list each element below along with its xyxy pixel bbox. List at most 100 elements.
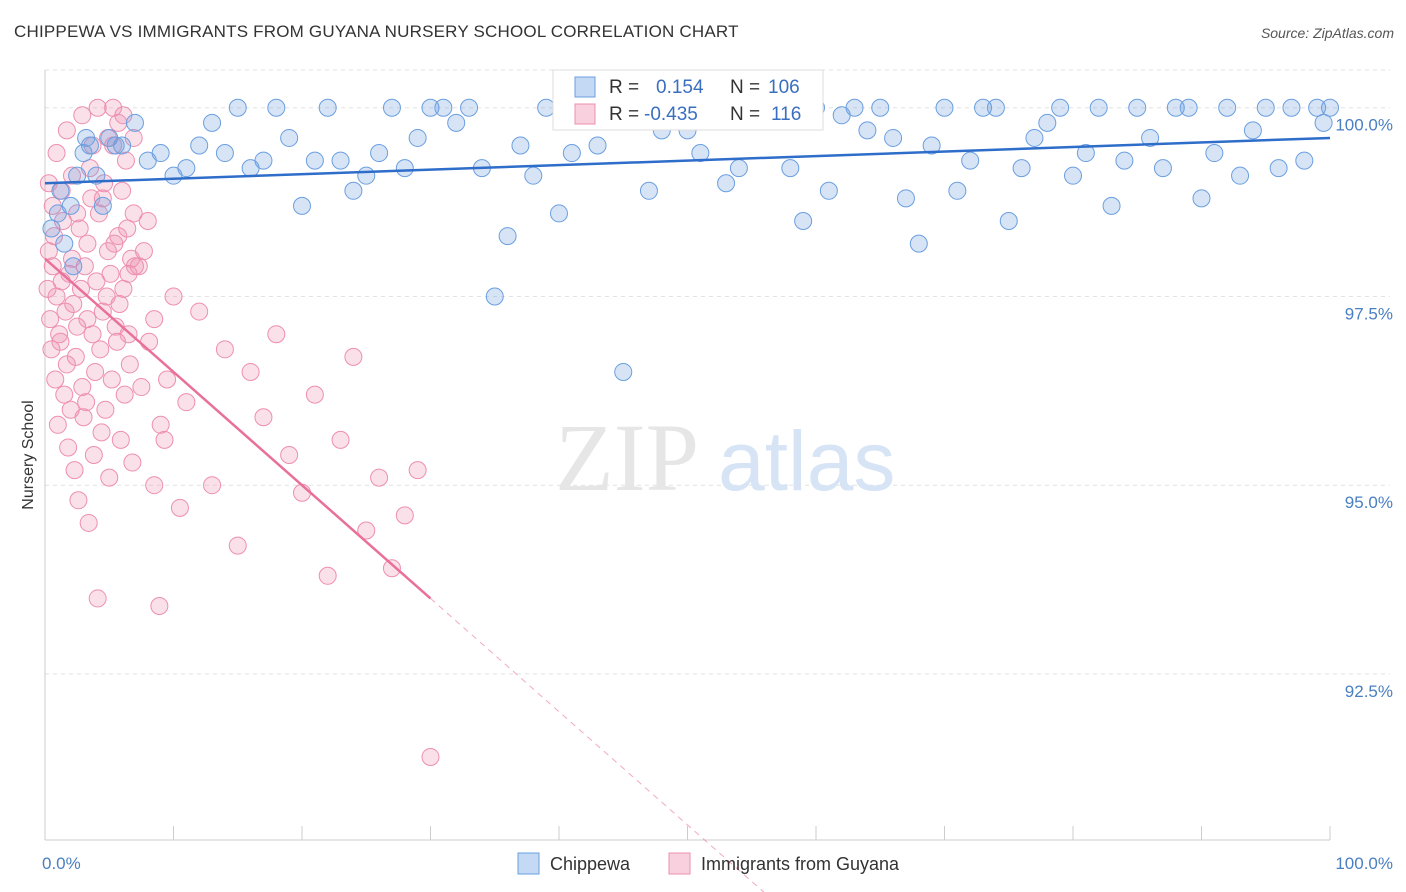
data-point-chippewa	[1012, 159, 1031, 178]
data-point-chippewa	[64, 257, 83, 276]
data-point-guyana	[395, 506, 414, 525]
data-point-chippewa	[871, 98, 890, 117]
data-point-guyana	[254, 408, 273, 427]
data-point-chippewa	[1256, 98, 1275, 117]
data-point-chippewa	[1064, 166, 1082, 185]
data-point-guyana	[46, 370, 65, 389]
data-point-chippewa	[1025, 128, 1044, 147]
data-point-chippewa	[267, 98, 286, 117]
data-point-guyana	[88, 98, 107, 117]
data-point-guyana	[42, 340, 61, 359]
y-tick-label: 100.0%	[1335, 116, 1393, 135]
legend-n-label-2: N =	[730, 104, 760, 125]
data-point-chippewa	[61, 196, 80, 215]
data-point-guyana	[64, 295, 83, 314]
data-point-chippewa	[421, 98, 440, 117]
data-point-guyana	[331, 430, 350, 449]
data-point-guyana	[123, 453, 142, 472]
data-point-chippewa	[318, 98, 337, 117]
data-point-guyana	[57, 355, 76, 374]
data-point-guyana	[66, 347, 85, 366]
data-point-chippewa	[1051, 98, 1070, 117]
data-point-guyana	[110, 295, 129, 314]
data-point-guyana	[87, 272, 106, 291]
data-point-chippewa	[485, 287, 504, 306]
data-point-chippewa	[1102, 196, 1121, 215]
data-point-chippewa	[986, 98, 1005, 117]
data-point-chippewa	[1115, 151, 1134, 170]
trend-lines	[44, 136, 1331, 892]
data-point-guyana	[150, 596, 169, 615]
data-point-chippewa	[1038, 113, 1057, 132]
data-point-guyana	[70, 219, 89, 238]
y-tick-label: 97.5%	[1345, 304, 1393, 323]
chart-title: CHIPPEWA VS IMMIGRANTS FROM GUYANA NURSE…	[14, 22, 739, 41]
data-point-chippewa	[1282, 98, 1301, 117]
data-point-guyana	[228, 536, 247, 555]
data-point-chippewa	[1089, 98, 1108, 117]
data-point-chippewa	[961, 151, 980, 170]
data-point-chippewa	[113, 136, 132, 155]
data-point-guyana	[86, 362, 105, 381]
data-point-guyana	[120, 355, 139, 374]
data-point-chippewa	[691, 144, 710, 163]
data-point-guyana	[145, 310, 164, 329]
data-point-guyana	[95, 174, 114, 193]
data-point-guyana	[344, 347, 363, 366]
legend-n-label-1: N =	[730, 77, 760, 98]
data-point-guyana	[215, 340, 234, 359]
data-point-guyana	[96, 400, 115, 419]
data-point-chippewa	[408, 128, 427, 147]
data-point-chippewa	[280, 128, 299, 147]
data-point-chippewa	[999, 211, 1018, 230]
data-point-guyana	[101, 264, 120, 283]
data-point-chippewa	[151, 144, 170, 163]
data-point-chippewa	[1179, 98, 1198, 117]
data-point-guyana	[125, 257, 144, 276]
data-point-chippewa	[293, 196, 311, 215]
data-point-chippewa	[357, 166, 376, 185]
data-point-guyana	[59, 438, 78, 457]
data-point-chippewa	[819, 181, 838, 200]
data-point-guyana	[44, 227, 63, 246]
data-point-guyana	[421, 747, 440, 766]
data-point-guyana	[140, 332, 159, 351]
data-point-guyana	[102, 370, 121, 389]
data-point-guyana	[116, 151, 135, 170]
watermark-atlas: atlas	[718, 414, 895, 508]
trend-line-guyana-extension	[430, 598, 765, 892]
data-point-guyana	[111, 430, 130, 449]
data-point-guyana	[98, 242, 117, 261]
data-point-guyana	[68, 204, 87, 223]
data-point-guyana	[164, 287, 183, 306]
data-point-chippewa	[884, 128, 903, 147]
data-point-guyana	[155, 430, 174, 449]
data-point-guyana	[170, 498, 189, 517]
data-point-chippewa	[1314, 113, 1333, 132]
data-point-chippewa	[896, 189, 915, 208]
y-axis-title: Nursery School	[20, 400, 37, 509]
data-point-guyana	[177, 393, 196, 412]
data-point-guyana	[129, 257, 148, 276]
data-point-guyana	[267, 325, 286, 344]
data-point-chippewa	[1166, 98, 1185, 117]
data-point-guyana	[145, 476, 164, 495]
data-point-guyana	[38, 279, 57, 298]
data-point-guyana	[48, 415, 67, 434]
data-point-chippewa	[498, 227, 517, 246]
data-point-chippewa	[447, 113, 466, 132]
data-point-guyana	[51, 332, 70, 351]
data-point-chippewa	[550, 204, 568, 223]
data-point-guyana	[134, 242, 153, 261]
data-point-guyana	[113, 181, 132, 200]
data-point-guyana	[50, 325, 69, 344]
trend-line-chippewa	[44, 136, 1331, 185]
data-point-chippewa	[305, 151, 324, 170]
y-tick-label: 92.5%	[1345, 682, 1393, 701]
data-point-guyana	[305, 385, 324, 404]
legend-swatch-pink	[574, 103, 596, 125]
data-point-guyana	[151, 415, 170, 434]
data-point-guyana	[84, 446, 103, 464]
data-point-chippewa	[935, 98, 954, 117]
